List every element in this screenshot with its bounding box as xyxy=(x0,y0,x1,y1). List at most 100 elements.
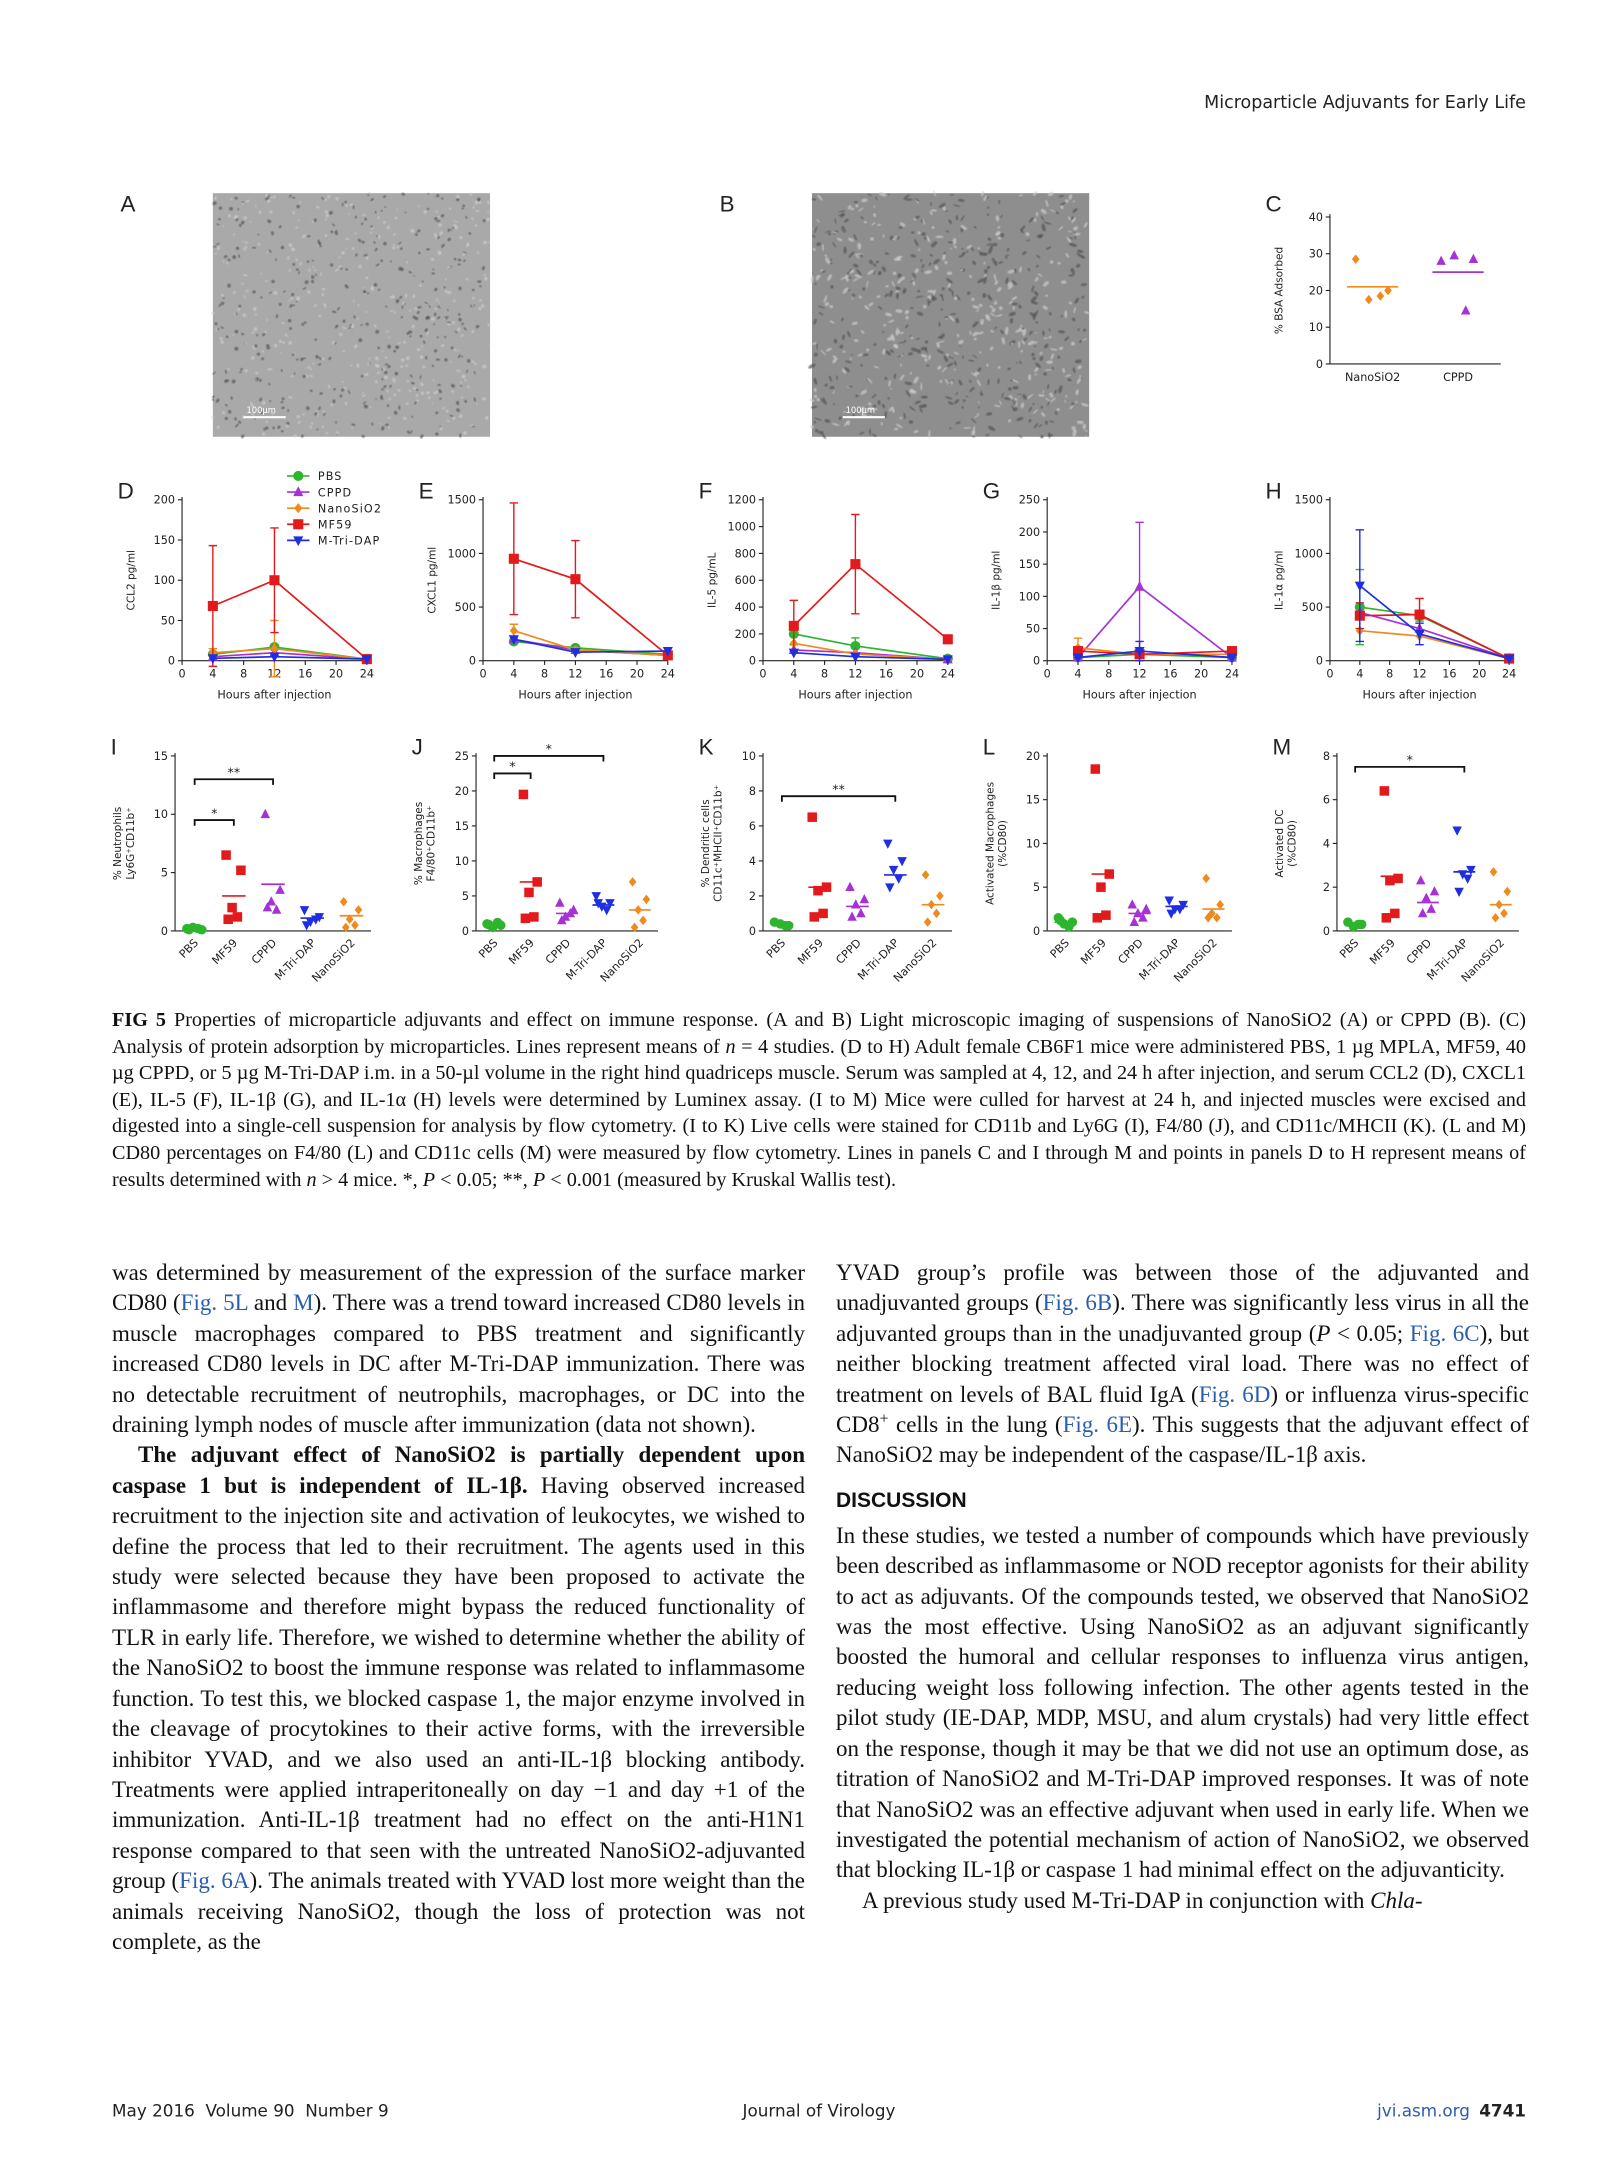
marker xyxy=(605,899,615,909)
particle xyxy=(395,345,400,350)
y-axis-label: IL-1β pg/ml xyxy=(991,551,1003,610)
particle xyxy=(220,301,225,306)
y-axis-label: CXCL1 pg/ml xyxy=(426,547,438,614)
marker xyxy=(361,655,372,665)
particle xyxy=(464,399,468,403)
particle xyxy=(842,368,847,374)
particle xyxy=(1007,284,1014,290)
category-label: CPPD xyxy=(833,936,863,966)
particle xyxy=(375,263,380,267)
particle xyxy=(930,209,937,212)
particle xyxy=(455,198,460,202)
particle xyxy=(1056,408,1061,411)
significance-bracket xyxy=(493,772,532,780)
particle xyxy=(891,407,895,413)
particle xyxy=(926,364,930,367)
particle xyxy=(260,296,263,299)
particle xyxy=(266,346,271,350)
particle xyxy=(1083,311,1091,315)
particle xyxy=(437,215,441,218)
link-run[interactable]: Fig. 6A xyxy=(179,1868,250,1894)
link-run[interactable]: Fig. 6C xyxy=(1409,1320,1480,1346)
particle xyxy=(980,318,985,325)
particle xyxy=(855,394,859,398)
particle xyxy=(342,381,344,384)
particle xyxy=(941,287,945,291)
particle xyxy=(814,282,817,285)
particle xyxy=(381,388,385,391)
particle xyxy=(409,335,412,338)
text-run: Properties of microparticle adjuvants an… xyxy=(112,1009,1526,1058)
particle xyxy=(848,276,852,279)
particle xyxy=(1059,202,1066,206)
particle xyxy=(810,228,814,230)
particle xyxy=(325,218,328,221)
particle xyxy=(886,336,894,341)
particle xyxy=(997,286,1002,292)
marker xyxy=(788,648,799,659)
marker xyxy=(1090,764,1101,774)
particle xyxy=(222,410,226,415)
particle xyxy=(234,196,238,200)
marker xyxy=(1417,907,1428,918)
footer-site[interactable]: jvi.asm.org xyxy=(1376,2101,1470,2121)
particle xyxy=(1072,317,1076,322)
particle xyxy=(814,226,818,234)
particle xyxy=(234,329,239,334)
particle xyxy=(375,356,379,361)
particle xyxy=(214,252,217,255)
particle xyxy=(819,397,824,403)
marker xyxy=(1216,899,1224,910)
particle xyxy=(811,198,817,201)
panel-label: A xyxy=(120,191,135,216)
particle xyxy=(822,397,827,405)
particle xyxy=(1077,365,1082,370)
particle xyxy=(233,233,236,236)
particle xyxy=(832,357,838,364)
particle xyxy=(909,335,912,338)
micrograph xyxy=(211,192,491,439)
link-run[interactable]: Fig. 5L xyxy=(180,1290,248,1316)
particle xyxy=(481,397,487,401)
y-axis-label: Ly6G⁺CD11b⁺ xyxy=(125,807,137,879)
particle xyxy=(345,203,348,208)
marker xyxy=(932,908,941,919)
particle xyxy=(1012,378,1019,383)
particle xyxy=(875,196,878,201)
particle xyxy=(463,327,467,331)
particle xyxy=(935,235,944,239)
particle xyxy=(418,251,421,255)
particle xyxy=(334,342,337,345)
particle xyxy=(384,375,388,380)
particle xyxy=(244,369,248,373)
particle xyxy=(461,207,464,210)
link-run[interactable]: M xyxy=(293,1290,314,1316)
particle xyxy=(258,378,262,382)
marker xyxy=(601,906,612,916)
category-label: CPPD xyxy=(1116,936,1146,966)
particle xyxy=(1074,359,1082,364)
particle xyxy=(327,384,331,389)
particle xyxy=(444,335,447,339)
particle xyxy=(895,327,899,334)
legend-marker xyxy=(293,470,304,481)
x-tick-label: 8 xyxy=(541,668,548,681)
link-run[interactable]: Fig. 6E xyxy=(1062,1412,1133,1438)
particle xyxy=(814,352,818,357)
particle xyxy=(1058,226,1064,231)
link-run[interactable]: Fig. 6D xyxy=(1198,1381,1271,1407)
particle xyxy=(459,236,463,240)
particle xyxy=(947,282,951,289)
particle xyxy=(446,266,452,269)
particle xyxy=(909,406,916,412)
particle xyxy=(453,299,456,303)
particle xyxy=(1057,261,1061,265)
particle xyxy=(483,240,488,244)
link-run[interactable]: Fig. 6B xyxy=(1042,1290,1113,1316)
particle xyxy=(304,280,309,285)
marker xyxy=(1064,921,1074,932)
particle xyxy=(885,285,889,288)
particle xyxy=(291,292,295,297)
marker xyxy=(270,643,279,654)
